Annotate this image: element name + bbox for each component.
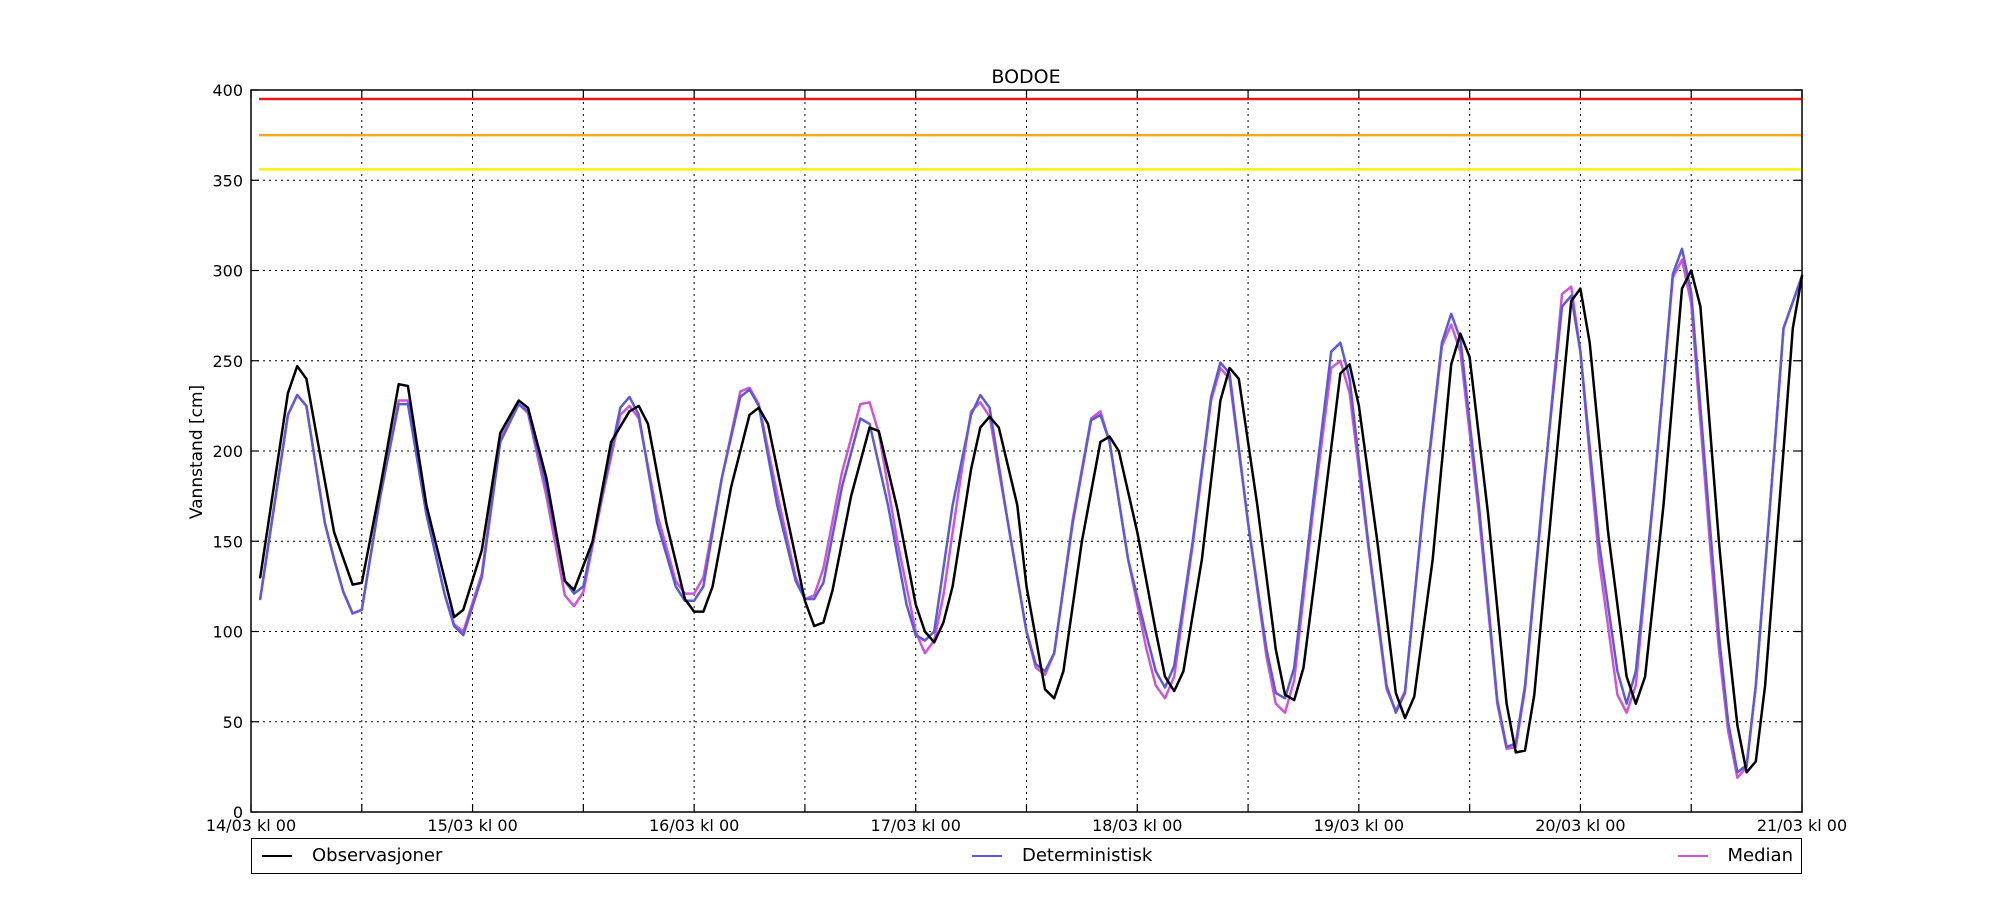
legend-swatch [1677,854,1708,857]
x-tick-label: 17/03 kl 00 [871,816,961,835]
series-lines [258,247,1804,779]
series-line-median [258,258,1804,779]
legend-item: Observasjoner [262,839,442,872]
y-tick-label: 250 [212,352,243,371]
legend-item: Deterministisk [972,839,1152,872]
y-axis-label: Vannstand [cm] [187,385,207,519]
x-tick-label: 16/03 kl 00 [649,816,739,835]
legend-label: Deterministisk [1022,845,1153,866]
legend-swatch [262,854,292,857]
x-tick-label: 15/03 kl 00 [427,816,517,835]
plot-frame [250,89,1803,813]
threshold-lines [259,97,1802,171]
y-tick-label: 50 [223,713,243,732]
y-tick-label: 100 [212,623,243,642]
chart-title: BODOE [991,66,1060,88]
x-tick-label: 21/03 kl 00 [1757,816,1847,835]
x-tick-label: 14/03 kl 00 [206,816,296,835]
legend-swatch [972,854,1002,857]
legend-item: Median [1677,839,1793,872]
x-tick-label: 18/03 kl 00 [1092,816,1182,835]
y-tick-label: 0 [233,803,243,822]
y-tick-label: 150 [212,532,243,551]
x-tick-label: 20/03 kl 00 [1535,816,1625,835]
legend-label: Observasjoner [312,845,443,866]
y-tick-label: 200 [212,442,243,461]
x-tick-label: 19/03 kl 00 [1314,816,1404,835]
y-tick-label: 300 [212,262,243,281]
axis-ticks: 0 50 100 150 200 250 300 350 400 14/03 kl 00 15/03… [206,81,1847,835]
legend-label: Median [1727,845,1793,866]
series-line-observasjoner [258,269,1804,774]
chart-legend: Observasjoner Deterministisk Median [251,838,1802,874]
gridlines [251,90,1802,812]
series-line-deterministisk [258,247,1804,774]
y-tick-label: 400 [212,81,243,100]
y-tick-label: 350 [212,171,243,190]
